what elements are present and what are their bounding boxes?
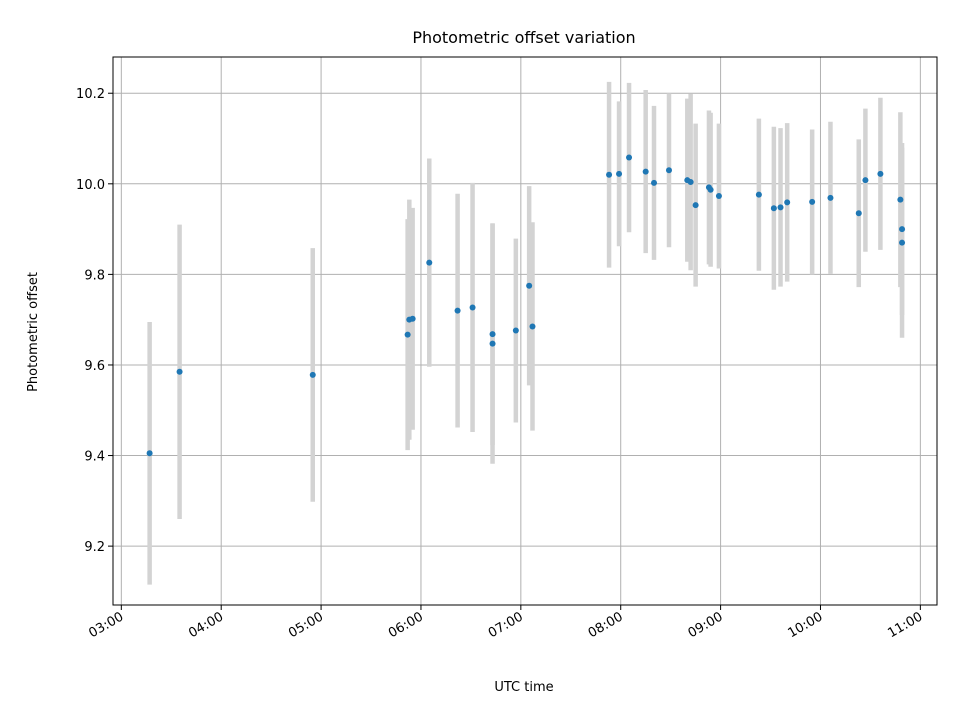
data-point	[146, 450, 153, 457]
x-axis-label: UTC time	[494, 680, 553, 695]
x-tick-label: 07:00	[486, 609, 526, 641]
x-tick-label: 06:00	[386, 609, 426, 641]
y-tick-label: 10.2	[76, 87, 105, 102]
data-point	[687, 178, 694, 185]
x-tick-label: 05:00	[286, 609, 326, 641]
data-point	[642, 168, 649, 175]
y-tick-label: 10.0	[76, 178, 105, 193]
data-point	[809, 198, 816, 205]
data-point	[469, 304, 476, 311]
data-point	[755, 191, 762, 198]
data-point	[707, 186, 714, 193]
data-point	[489, 331, 496, 338]
x-tick-label: 08:00	[586, 609, 626, 641]
data-point	[899, 226, 906, 233]
y-axis-label: Photometric offset	[26, 272, 41, 392]
x-tick-label: 04:00	[186, 609, 226, 641]
data-point	[626, 154, 633, 161]
data-point	[827, 194, 834, 201]
data-point	[309, 371, 316, 378]
data-point	[404, 331, 411, 338]
x-axis-ticks: 03:00 04:00 05:00 06:00 07:00 08:00 09:00 10:00…	[86, 605, 925, 641]
data-point	[777, 204, 784, 211]
x-tick-label: 03:00	[86, 609, 126, 641]
errorbars	[147, 81, 905, 585]
x-tick-label: 09:00	[686, 609, 726, 641]
data-point	[877, 170, 884, 177]
data-point	[606, 171, 613, 178]
data-point	[526, 282, 533, 289]
y-tick-label: 9.4	[84, 450, 105, 465]
data-point	[715, 193, 722, 200]
y-tick-label: 9.2	[84, 540, 105, 555]
data-point	[529, 323, 536, 330]
data-point	[899, 239, 906, 246]
data-point	[651, 179, 658, 186]
y-axis-ticks: 9.2 9.4 9.6 9.8 10.0 10.2	[76, 87, 113, 555]
data-point	[862, 177, 869, 184]
x-tick-label: 10:00	[786, 609, 826, 641]
y-tick-label: 9.8	[84, 268, 105, 283]
x-tick-label: 11:00	[885, 609, 925, 641]
data-point	[489, 340, 496, 347]
y-tick-label: 9.6	[84, 359, 105, 374]
data-point	[426, 259, 433, 266]
data-point	[770, 205, 777, 212]
data-point	[855, 210, 862, 217]
data-point	[897, 196, 904, 203]
data-point	[454, 307, 461, 314]
plot-frame	[112, 56, 938, 606]
data-point	[409, 315, 416, 322]
data-point	[512, 327, 519, 334]
data-point	[784, 199, 791, 206]
data-point	[692, 202, 699, 209]
data-point	[665, 167, 672, 174]
data-point	[616, 170, 623, 177]
data-point	[176, 368, 183, 375]
data-points	[146, 154, 906, 457]
chart-title: Photometric offset variation	[412, 28, 635, 47]
